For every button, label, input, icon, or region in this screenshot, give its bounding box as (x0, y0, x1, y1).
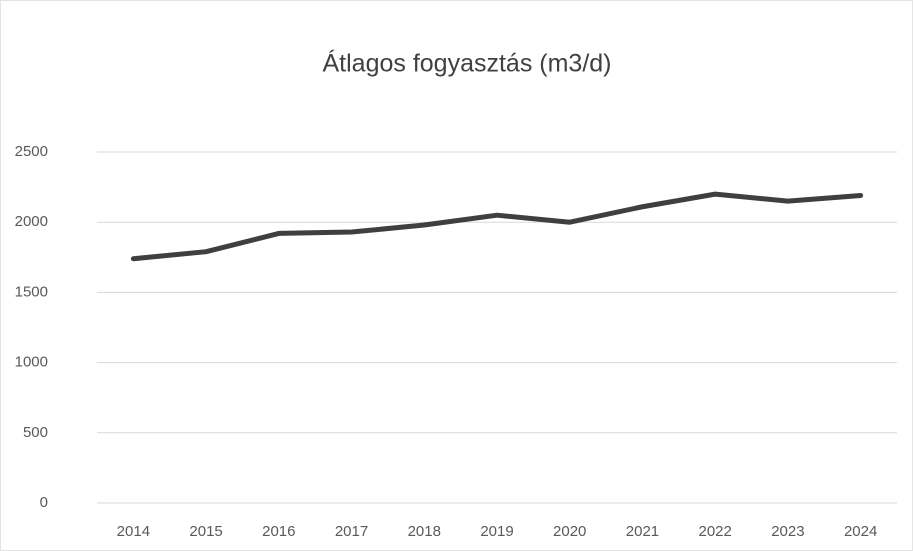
x-tick-label: 2020 (553, 523, 586, 540)
x-tick-label: 2014 (117, 523, 150, 540)
x-tick-label: 2023 (771, 523, 804, 540)
y-tick-label: 2500 (15, 143, 48, 160)
x-tick-label: 2019 (480, 523, 513, 540)
y-tick-label: 0 (40, 494, 48, 511)
x-tick-label: 2024 (844, 523, 877, 540)
x-tick-label: 2018 (408, 523, 441, 540)
y-tick-label: 500 (23, 424, 48, 441)
x-tick-label: 2016 (262, 523, 295, 540)
y-tick-label: 1000 (15, 354, 48, 371)
line (130, 191, 864, 262)
x-tick-label: 2015 (189, 523, 222, 540)
x-tick-label: 2021 (626, 523, 659, 540)
y-tick-label: 1500 (15, 283, 48, 300)
y-tick-label: 2000 (15, 213, 48, 230)
x-tick-label: 2022 (698, 523, 731, 540)
chart-title: Átlagos fogyasztás (m3/d) (322, 49, 611, 78)
x-tick-label: 2017 (335, 523, 368, 540)
